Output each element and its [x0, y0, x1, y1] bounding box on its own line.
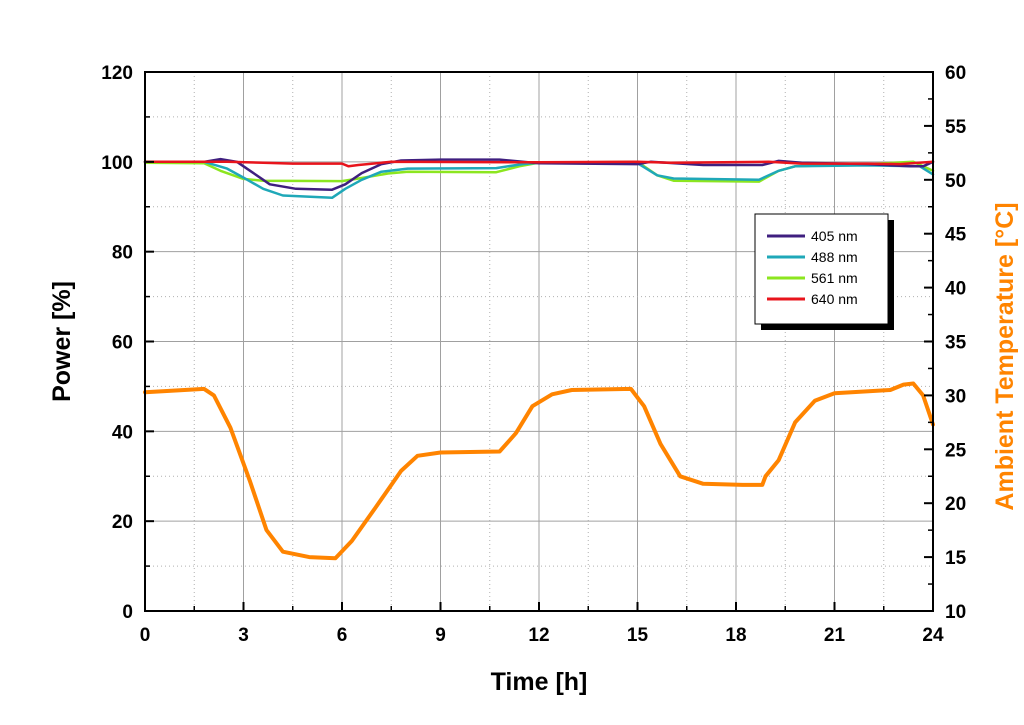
- x-tick-label: 21: [824, 625, 846, 646]
- legend-box: [754, 213, 889, 325]
- x-tick-label: 6: [337, 625, 348, 646]
- y2-tick-label: 15: [945, 548, 967, 569]
- x-tick-label: 0: [140, 625, 151, 646]
- grid-lines: [145, 72, 933, 611]
- y-tick-label: 60: [112, 333, 133, 354]
- legend-label: 488 nm: [811, 249, 858, 265]
- x-tick-label: 3: [238, 625, 249, 646]
- right-y-axis-title: Ambient Temperature [°C]: [991, 202, 1019, 510]
- left-y-axis-title: Power [%]: [48, 281, 76, 402]
- x-tick-label: 24: [922, 625, 944, 646]
- y-tick-label: 20: [112, 512, 133, 533]
- y2-tick-label: 40: [945, 279, 966, 300]
- y-tick-label: 40: [112, 422, 133, 443]
- legend-label: 561 nm: [811, 270, 858, 286]
- x-tick-label: 18: [725, 625, 746, 646]
- x-tick-label: 12: [528, 625, 549, 646]
- y2-tick-label: 25: [945, 440, 967, 461]
- series-line-640-nm: [143, 160, 935, 168]
- series-line-488-nm: [143, 160, 935, 200]
- y-tick-label: 100: [101, 153, 133, 174]
- legend-label: 640 nm: [811, 291, 858, 307]
- y2-tick-label: 50: [945, 171, 966, 192]
- legend-label: 405 nm: [811, 228, 858, 244]
- legend: 405 nm 488 nm 561 nm 640 nm: [754, 213, 894, 330]
- x-tick-label: 9: [435, 625, 446, 646]
- y2-tick-label: 10: [945, 602, 966, 623]
- series-lines: [143, 157, 935, 561]
- axis-ticks: [144, 71, 934, 612]
- y2-tick-label: 60: [945, 63, 966, 84]
- y2-tick-label: 55: [945, 117, 967, 138]
- y-tick-label: 120: [101, 63, 133, 84]
- y2-tick-label: 30: [945, 386, 966, 407]
- y-tick-label: 0: [122, 602, 133, 623]
- x-tick-label: 15: [627, 625, 649, 646]
- y2-tick-label: 45: [945, 225, 967, 246]
- y2-tick-label: 20: [945, 494, 966, 515]
- tick-labels: 0 3 6 9 12 15 18 21 24 0 20 40 60 80 100 120 10 15 20 25 30 3…: [101, 63, 966, 646]
- series-line-ambient-temperature: [143, 381, 935, 561]
- x-axis-title: Time [h]: [491, 668, 588, 696]
- y-tick-label: 80: [112, 243, 133, 264]
- y2-tick-label: 35: [945, 333, 967, 354]
